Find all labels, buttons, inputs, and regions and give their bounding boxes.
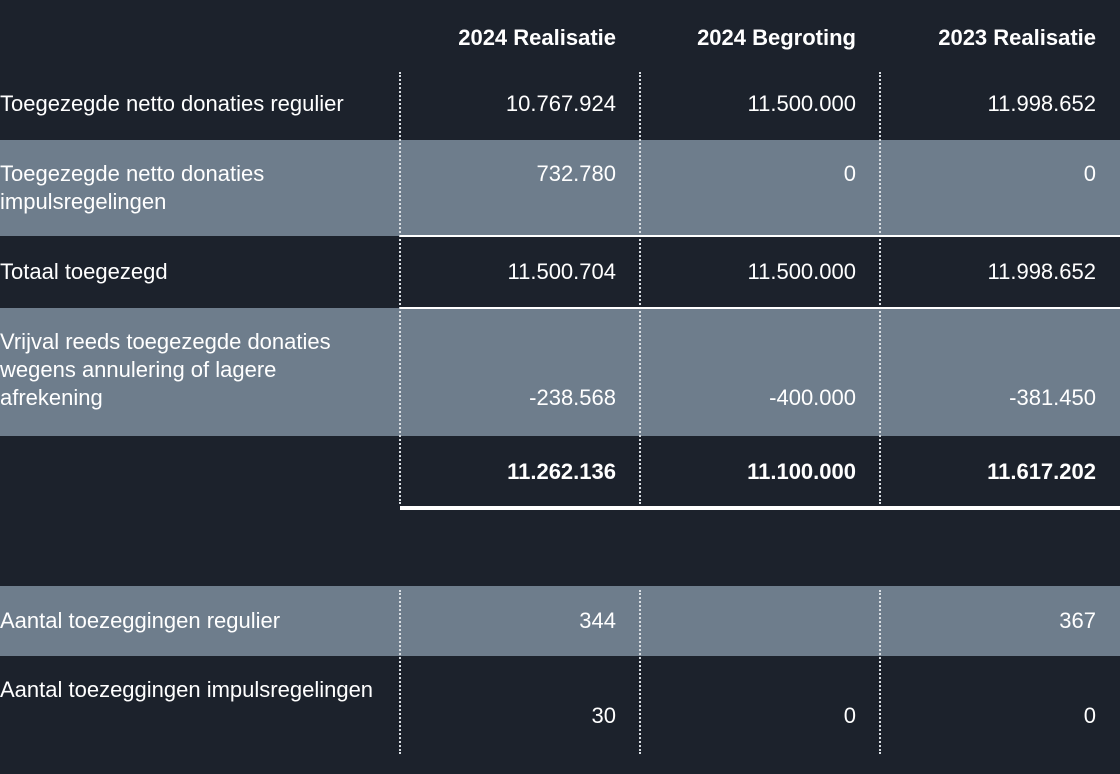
total-value: 11.617.202 <box>987 459 1096 484</box>
cell-value: 0 <box>843 703 856 728</box>
cell-value: 11.500.000 <box>747 91 856 116</box>
total-value: 11.262.136 <box>507 459 616 484</box>
table-row: Toegezegde netto donaties regulier 10.76… <box>0 72 1120 140</box>
cell-value: 11.500.704 <box>507 259 616 284</box>
cell-value: 11.998.652 <box>987 91 1096 116</box>
cell-value: 0 <box>843 161 856 186</box>
column-divider <box>399 590 401 754</box>
row-label: Totaal toegezegd <box>0 259 168 284</box>
cell-value: 732.780 <box>536 161 616 186</box>
cell-value: 10.767.924 <box>505 91 616 116</box>
row-label: Vrijval reeds toegezegde donaties wegens… <box>0 329 331 410</box>
total-value: 11.100.000 <box>747 459 856 484</box>
table-row: Totaal toegezegd 11.500.704 11.500.000 1… <box>0 236 1120 308</box>
cell-value: 0 <box>1083 703 1096 728</box>
column-divider <box>399 72 401 504</box>
cell-value: 11.500.000 <box>747 259 856 284</box>
row-label: Toegezegde netto donaties impulsregeling… <box>0 161 265 214</box>
column-divider <box>639 72 641 504</box>
table-row: Vrijval reeds toegezegde donaties wegens… <box>0 308 1120 436</box>
total-rule <box>400 506 1120 510</box>
row-label: Aantal toezeggingen impulsregelingen <box>0 677 374 702</box>
cell-value: 344 <box>579 608 616 633</box>
stats-row: Aantal toezeggingen impulsregelingen 30 … <box>0 656 1120 774</box>
cell-value: -400.000 <box>769 385 856 410</box>
cell-value: -381.450 <box>1009 385 1096 410</box>
cell-value: 0 <box>1083 161 1096 186</box>
cell-value: 30 <box>591 703 616 728</box>
subtotal-rule <box>400 307 1120 309</box>
cell-value: 367 <box>1059 608 1096 633</box>
stats-row: Aantal toezeggingen regulier 344 367 <box>0 586 1120 656</box>
column-divider <box>639 590 641 754</box>
column-divider <box>879 72 881 504</box>
table-header: 2024 Realisatie 2024 Begroting 2023 Real… <box>0 0 1120 72</box>
total-row: 11.262.136 11.100.000 11.617.202 <box>0 436 1120 508</box>
table-row: Toegezegde netto donaties impulsregeling… <box>0 140 1120 236</box>
row-label: Toegezegde netto donaties regulier <box>0 91 344 116</box>
cell-value: -238.568 <box>529 385 616 410</box>
column-header-2024-realisatie: 2024 Realisatie <box>458 25 616 50</box>
column-divider <box>879 590 881 754</box>
cell-value: 11.998.652 <box>987 259 1096 284</box>
column-header-2023-realisatie: 2023 Realisatie <box>938 25 1096 50</box>
column-header-2024-begroting: 2024 Begroting <box>697 25 856 50</box>
subtotal-rule <box>400 235 1120 237</box>
row-label: Aantal toezeggingen regulier <box>0 608 281 633</box>
